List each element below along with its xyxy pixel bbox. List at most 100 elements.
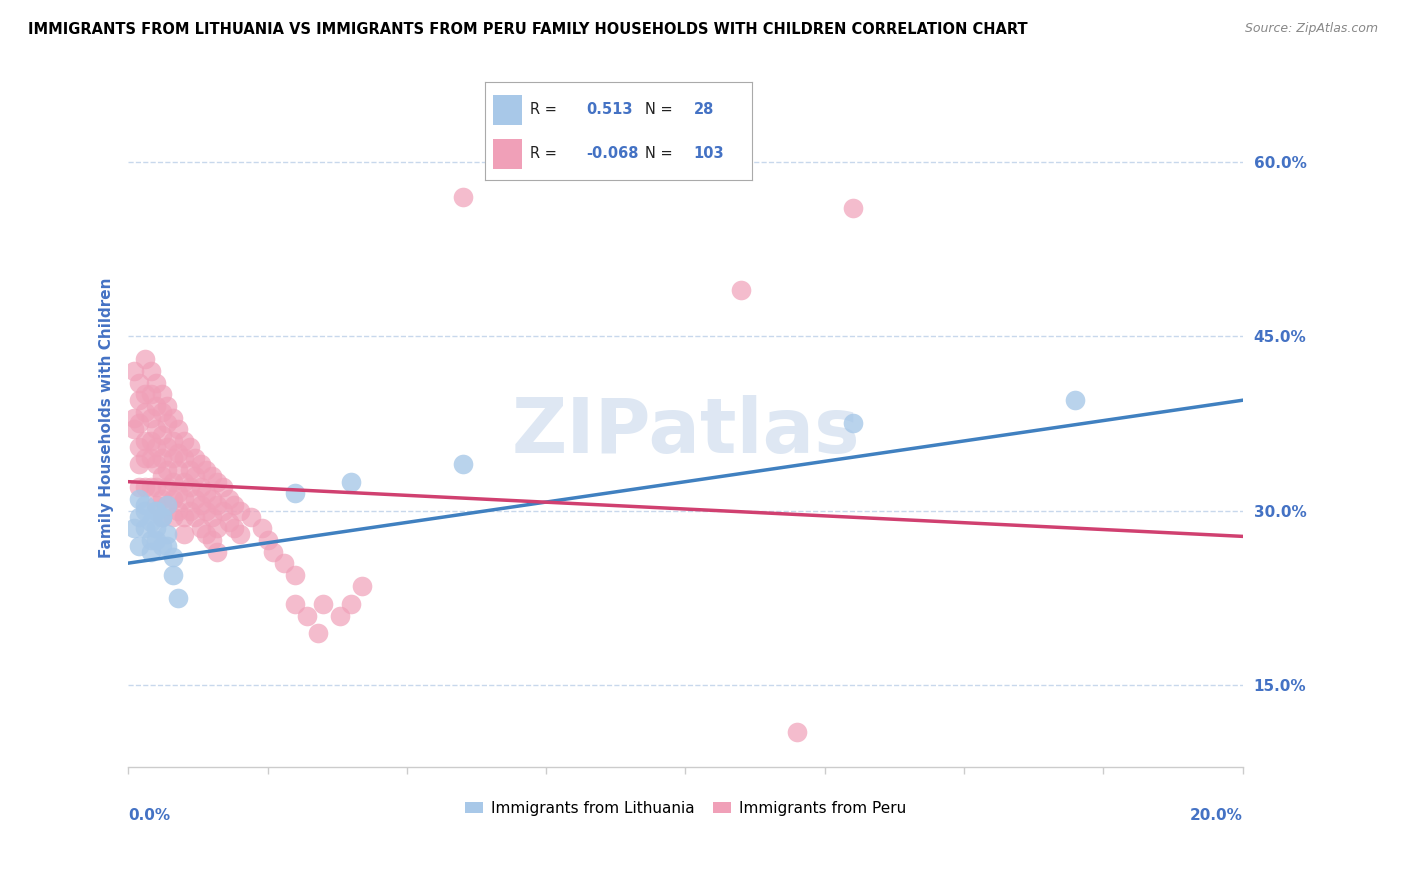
Point — [139, 451, 162, 466]
Point — [156, 481, 179, 495]
Point — [190, 521, 212, 535]
Point — [139, 364, 162, 378]
Point — [162, 567, 184, 582]
Point — [122, 364, 145, 378]
Point — [329, 608, 352, 623]
Point — [162, 509, 184, 524]
Point — [173, 451, 195, 466]
Point — [184, 492, 207, 507]
Y-axis label: Family Households with Children: Family Households with Children — [100, 277, 114, 558]
Text: ZIPatlas: ZIPatlas — [512, 394, 859, 468]
Point — [730, 283, 752, 297]
Point — [156, 539, 179, 553]
Point — [201, 468, 224, 483]
Point — [134, 481, 156, 495]
Point — [451, 457, 474, 471]
Point — [179, 463, 201, 477]
Point — [162, 451, 184, 466]
Point — [134, 451, 156, 466]
Point — [167, 486, 190, 500]
Point — [145, 533, 167, 547]
Point — [250, 521, 273, 535]
Point — [145, 457, 167, 471]
Point — [128, 481, 150, 495]
Point — [139, 544, 162, 558]
Point — [122, 521, 145, 535]
Point — [1064, 393, 1087, 408]
Point — [128, 509, 150, 524]
Point — [150, 451, 173, 466]
Point — [162, 550, 184, 565]
Point — [340, 475, 363, 489]
Point — [841, 201, 863, 215]
Point — [162, 434, 184, 448]
Point — [150, 405, 173, 419]
Point — [150, 509, 173, 524]
Point — [195, 527, 218, 541]
Point — [162, 410, 184, 425]
Point — [156, 417, 179, 431]
Point — [145, 504, 167, 518]
Point — [145, 440, 167, 454]
Point — [212, 504, 235, 518]
Point — [195, 486, 218, 500]
Point — [145, 376, 167, 390]
Point — [207, 544, 229, 558]
Point — [224, 521, 246, 535]
Text: Source: ZipAtlas.com: Source: ZipAtlas.com — [1244, 22, 1378, 36]
Point — [134, 498, 156, 512]
Point — [150, 428, 173, 442]
Point — [145, 481, 167, 495]
Point — [173, 475, 195, 489]
Point — [352, 579, 374, 593]
Point — [156, 498, 179, 512]
Point — [179, 440, 201, 454]
Point — [228, 527, 250, 541]
Point — [145, 521, 167, 535]
Point — [139, 516, 162, 530]
Point — [284, 567, 307, 582]
Point — [156, 527, 179, 541]
Point — [201, 533, 224, 547]
Point — [145, 504, 167, 518]
Text: 20.0%: 20.0% — [1189, 808, 1243, 823]
Point — [224, 498, 246, 512]
Point — [173, 509, 195, 524]
Point — [207, 521, 229, 535]
Point — [134, 521, 156, 535]
Point — [128, 457, 150, 471]
Point — [156, 440, 179, 454]
Point — [134, 434, 156, 448]
Point — [184, 509, 207, 524]
Point — [128, 440, 150, 454]
Point — [340, 597, 363, 611]
Point — [273, 556, 295, 570]
Text: IMMIGRANTS FROM LITHUANIA VS IMMIGRANTS FROM PERU FAMILY HOUSEHOLDS WITH CHILDRE: IMMIGRANTS FROM LITHUANIA VS IMMIGRANTS … — [28, 22, 1028, 37]
Point — [134, 352, 156, 367]
Point — [145, 498, 167, 512]
Point — [167, 463, 190, 477]
Point — [156, 498, 179, 512]
Point — [122, 410, 145, 425]
Point — [150, 509, 173, 524]
Point — [284, 597, 307, 611]
Point — [201, 509, 224, 524]
Point — [284, 486, 307, 500]
Point — [150, 539, 173, 553]
Point — [145, 399, 167, 413]
Point — [150, 509, 173, 524]
Point — [207, 475, 229, 489]
Point — [786, 725, 808, 739]
Point — [212, 481, 235, 495]
Point — [228, 504, 250, 518]
Point — [167, 591, 190, 605]
Point — [307, 626, 329, 640]
Point — [150, 468, 173, 483]
Point — [195, 463, 218, 477]
Point — [128, 492, 150, 507]
Point — [239, 509, 262, 524]
Point — [173, 492, 195, 507]
Point — [184, 468, 207, 483]
Point — [128, 376, 150, 390]
Point — [139, 387, 162, 401]
